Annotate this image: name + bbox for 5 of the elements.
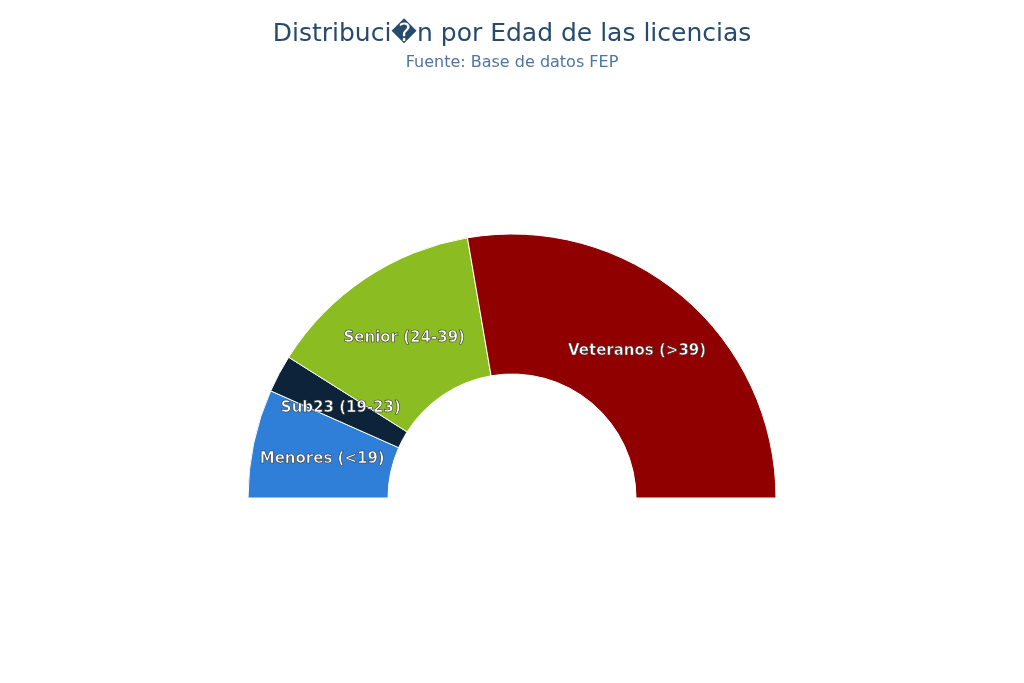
slice-label: Veteranos (>39) — [568, 340, 707, 359]
slice-label: Senior (24-39) — [343, 327, 465, 346]
chart-title: Distribuci�n por Edad de las licencias — [272, 18, 752, 47]
slice-label: Menores (<19) — [259, 448, 385, 467]
chart-subtitle: Fuente: Base de datos FEP — [405, 52, 619, 71]
